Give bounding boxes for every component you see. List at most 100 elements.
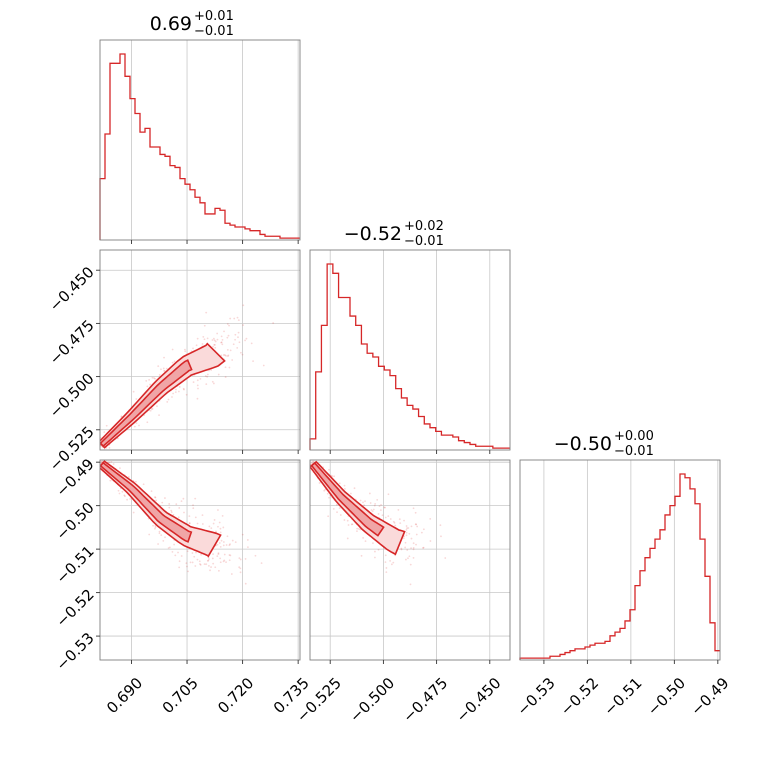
- sample-point: [241, 533, 244, 536]
- sample-point: [364, 500, 366, 503]
- sample-point: [129, 498, 132, 500]
- sample-point: [205, 383, 208, 386]
- sample-point: [192, 507, 195, 510]
- sample-point: [363, 504, 366, 507]
- sample-point: [212, 522, 215, 525]
- sample-point: [148, 533, 151, 536]
- sample-point: [239, 558, 242, 561]
- sample-point: [224, 354, 226, 356]
- histogram-step: [519, 473, 720, 660]
- sample-point: [158, 530, 161, 533]
- sample-point: [237, 331, 240, 334]
- sample-point: [210, 369, 213, 371]
- y-tick-label: −0.52: [52, 586, 97, 631]
- sample-point: [212, 562, 215, 565]
- sample-point: [96, 444, 98, 446]
- sample-point: [160, 368, 162, 371]
- sample-point: [422, 546, 425, 549]
- sample-point: [228, 559, 231, 562]
- sample-point: [272, 322, 275, 324]
- sample-point: [192, 347, 194, 350]
- sample-point: [343, 484, 346, 487]
- sample-point: [332, 508, 335, 510]
- sample-point: [117, 489, 120, 492]
- sample-point: [217, 552, 220, 555]
- sample-point: [393, 521, 396, 524]
- y-tick-label: −0.450: [46, 263, 98, 315]
- sample-point: [338, 482, 341, 485]
- sample-point: [444, 557, 447, 559]
- sample-point: [356, 530, 358, 533]
- sample-point: [101, 460, 104, 463]
- sample-point: [178, 386, 181, 388]
- sample-point: [225, 561, 227, 564]
- sample-point: [405, 525, 408, 527]
- sample-point: [328, 496, 330, 499]
- sample-point: [126, 498, 128, 501]
- sample-point: [223, 559, 226, 562]
- sample-point: [210, 527, 213, 530]
- sample-point: [164, 536, 166, 539]
- sample-point: [212, 345, 214, 348]
- sample-point: [408, 532, 411, 535]
- sample-point: [227, 334, 230, 337]
- sample-point: [214, 343, 216, 346]
- sample-point: [368, 492, 371, 495]
- sample-point: [373, 504, 376, 507]
- sample-point: [217, 509, 219, 511]
- sample-point: [135, 480, 137, 483]
- sample-point: [178, 507, 181, 509]
- sample-point: [336, 511, 338, 514]
- sample-point: [387, 515, 390, 518]
- sample-point: [187, 570, 189, 573]
- x-tick-label: −0.50: [644, 674, 689, 719]
- sample-point: [177, 516, 180, 519]
- sample-point: [364, 540, 367, 543]
- sample-point: [379, 509, 382, 512]
- histogram-step: [309, 263, 510, 450]
- sample-point: [229, 543, 231, 546]
- sample-point: [312, 460, 314, 463]
- sample-point: [371, 510, 374, 513]
- sample-point: [158, 374, 161, 376]
- sample-point: [186, 550, 189, 553]
- sample-point: [108, 461, 111, 464]
- sample-point: [155, 499, 158, 502]
- sample-point: [384, 516, 387, 519]
- sample-point: [135, 422, 138, 425]
- sample-point: [377, 548, 380, 551]
- sample-point: [174, 391, 177, 394]
- sample-point: [216, 338, 219, 341]
- y-tick-label: −0.50: [52, 499, 97, 544]
- panel-0-0: [131, 40, 299, 240]
- sample-point: [390, 563, 393, 566]
- sample-point: [149, 383, 151, 386]
- sample-point: [403, 519, 405, 522]
- sample-point: [214, 566, 217, 569]
- sample-point: [234, 338, 236, 341]
- sample-point: [163, 356, 165, 359]
- sample-point: [242, 324, 245, 327]
- sample-point: [178, 566, 181, 569]
- sample-point: [233, 317, 236, 320]
- sample-point: [405, 558, 407, 561]
- sample-point: [226, 323, 229, 325]
- sample-point: [239, 571, 242, 574]
- sample-point: [226, 355, 229, 358]
- sample-point: [389, 560, 392, 562]
- panel-frame: [309, 249, 511, 451]
- panel-2d-1-0: [96, 304, 275, 450]
- sample-point: [244, 339, 246, 342]
- sample-point: [146, 421, 149, 424]
- sample-point: [146, 385, 149, 388]
- sample-point: [180, 555, 183, 557]
- sample-point: [97, 443, 99, 445]
- sample-point: [195, 551, 197, 554]
- sample-point: [229, 554, 232, 557]
- sample-point: [154, 526, 157, 529]
- sample-point: [338, 507, 341, 510]
- sample-point: [429, 517, 432, 520]
- sample-point: [213, 343, 216, 346]
- sample-point: [410, 537, 413, 540]
- sample-point: [199, 563, 201, 565]
